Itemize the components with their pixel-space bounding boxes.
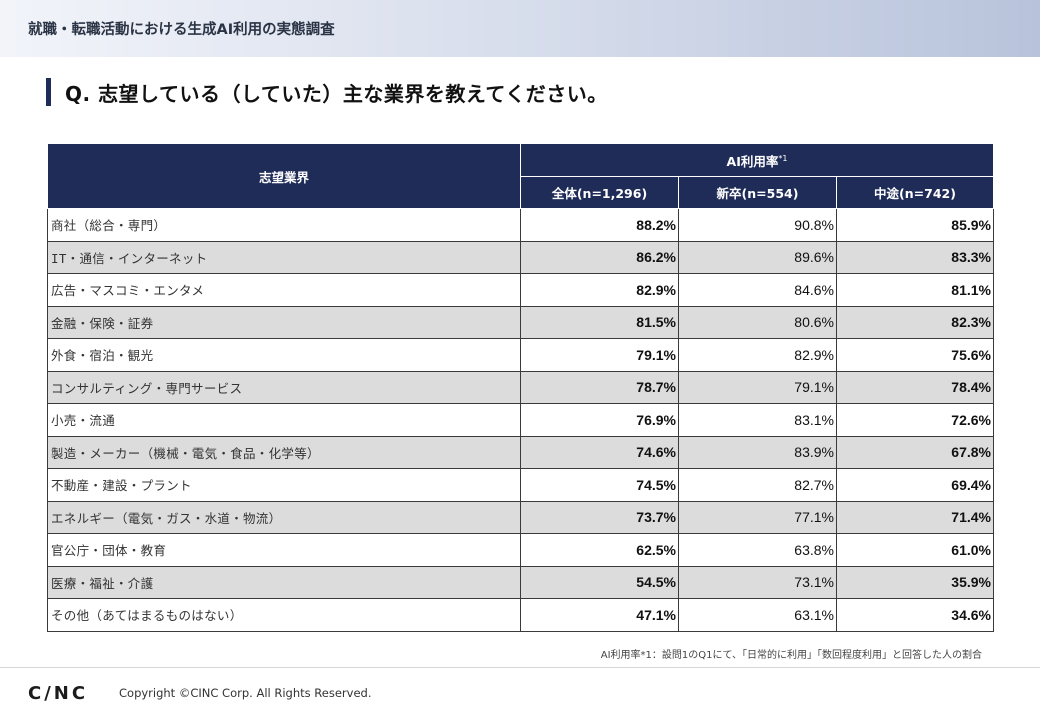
footer-divider — [0, 667, 1040, 668]
row-mid-career-value: 82.3% — [836, 305, 994, 339]
table-row: 金融・保険・証券 81.5% 80.6% 82.3% — [47, 305, 994, 339]
row-industry-label: 官公庁・団体・教育 — [47, 533, 521, 567]
row-total-value: 74.5% — [520, 468, 679, 502]
row-industry-label: その他（あてはまるものはない） — [47, 598, 521, 632]
row-new-grad-value: 89.6% — [678, 240, 837, 274]
row-total-value: 76.9% — [520, 403, 679, 437]
question-heading: Q. 志望している（していた）主な業界を教えてください。 — [46, 78, 608, 106]
table-row: IT・通信・インターネット 86.2% 89.6% 83.3% — [47, 240, 994, 274]
row-total-value: 81.5% — [520, 305, 679, 339]
row-mid-career-value: 69.4% — [836, 468, 994, 502]
row-new-grad-value: 82.7% — [678, 468, 837, 502]
row-industry-label: 不動産・建設・プラント — [47, 468, 521, 502]
row-industry-label: 商社（総合・専門） — [47, 208, 521, 242]
row-mid-career-value: 75.6% — [836, 338, 994, 372]
row-mid-career-value: 71.4% — [836, 500, 994, 534]
header-mid-career: 中途(n=742) — [836, 176, 994, 209]
question-text: Q. 志望している（していた）主な業界を教えてください。 — [65, 81, 608, 106]
table-subheader-row: 全体(n=1,296) 新卒(n=554) 中途(n=742) — [48, 176, 994, 209]
table-header-row: 志望業界 AI利用率*1 — [47, 143, 994, 209]
table-row: エネルギー（電気・ガス・水道・物流） 73.7% 77.1% 71.4% — [47, 500, 994, 534]
row-new-grad-value: 73.1% — [678, 565, 837, 599]
row-total-value: 86.2% — [520, 240, 679, 274]
row-mid-career-value: 78.4% — [836, 370, 994, 404]
row-total-value: 82.9% — [520, 273, 679, 307]
row-industry-label: エネルギー（電気・ガス・水道・物流） — [47, 500, 521, 534]
header-total: 全体(n=1,296) — [520, 176, 679, 209]
header-new-grad: 新卒(n=554) — [678, 176, 837, 209]
row-total-value: 79.1% — [520, 338, 679, 372]
results-table: 志望業界 AI利用率*1 全体(n=1,296) 新卒(n=554) 中途(n=… — [47, 143, 994, 632]
copyright-text: Copyright ©CINC Corp. All Rights Reserve… — [119, 686, 372, 700]
row-industry-label: 外食・宿泊・観光 — [47, 338, 521, 372]
row-industry-label: 金融・保険・証券 — [47, 305, 521, 339]
row-total-value: 54.5% — [520, 565, 679, 599]
footnote: AI利用率*1：設問1のQ1にて、「日常的に利用」「数回程度利用」と回答した人の… — [600, 650, 982, 661]
row-mid-career-value: 83.3% — [836, 240, 994, 274]
row-new-grad-value: 77.1% — [678, 500, 837, 534]
table-row: 広告・マスコミ・エンタメ 82.9% 84.6% 81.1% — [47, 273, 994, 307]
company-logo: C/NC — [28, 683, 89, 704]
row-total-value: 47.1% — [520, 598, 679, 632]
row-total-value: 88.2% — [520, 208, 679, 242]
table-row: 商社（総合・専門） 88.2% 90.8% 85.9% — [47, 208, 994, 242]
footnote-mark: *1 — [778, 153, 788, 163]
table-row: 小売・流通 76.9% 83.1% 72.6% — [47, 403, 994, 437]
header-industry: 志望業界 — [47, 143, 521, 209]
row-new-grad-value: 63.8% — [678, 533, 837, 567]
row-industry-label: 小売・流通 — [47, 403, 521, 437]
row-new-grad-value: 90.8% — [678, 208, 837, 242]
table-row: その他（あてはまるものはない） 47.1% 63.1% 34.6% — [47, 598, 994, 632]
row-total-value: 73.7% — [520, 500, 679, 534]
row-mid-career-value: 72.6% — [836, 403, 994, 437]
row-new-grad-value: 79.1% — [678, 370, 837, 404]
table-row: 医療・福祉・介護 54.5% 73.1% 35.9% — [47, 565, 994, 599]
row-mid-career-value: 35.9% — [836, 565, 994, 599]
table-row: 官公庁・団体・教育 62.5% 63.8% 61.0% — [47, 533, 994, 567]
header-ai-usage-label: AI利用率 — [726, 153, 779, 169]
row-industry-label: 広告・マスコミ・エンタメ — [47, 273, 521, 307]
row-industry-label: 医療・福祉・介護 — [47, 565, 521, 599]
table-row: 不動産・建設・プラント 74.5% 82.7% 69.4% — [47, 468, 994, 502]
row-new-grad-value: 80.6% — [678, 305, 837, 339]
row-mid-career-value: 81.1% — [836, 273, 994, 307]
row-industry-label: 製造・メーカー（機械・電気・食品・化学等） — [47, 435, 521, 469]
header-banner: 就職・転職活動における生成AI利用の実態調査 — [0, 0, 1040, 57]
row-total-value: 74.6% — [520, 435, 679, 469]
row-industry-label: コンサルティング・専門サービス — [47, 370, 521, 404]
row-mid-career-value: 67.8% — [836, 435, 994, 469]
row-new-grad-value: 84.6% — [678, 273, 837, 307]
row-new-grad-value: 83.1% — [678, 403, 837, 437]
table-body: 商社（総合・専門） 88.2% 90.8% 85.9% IT・通信・インターネット 86.… — [47, 208, 994, 632]
table-row: 製造・メーカー（機械・電気・食品・化学等） 74.6% 83.9% 67.8% — [47, 435, 994, 469]
row-new-grad-value: 63.1% — [678, 598, 837, 632]
row-new-grad-value: 83.9% — [678, 435, 837, 469]
row-mid-career-value: 61.0% — [836, 533, 994, 567]
row-total-value: 78.7% — [520, 370, 679, 404]
row-mid-career-value: 34.6% — [836, 598, 994, 632]
table-row: 外食・宿泊・観光 79.1% 82.9% 75.6% — [47, 338, 994, 372]
question-accent-bar — [46, 78, 51, 106]
row-mid-career-value: 85.9% — [836, 208, 994, 242]
row-new-grad-value: 82.9% — [678, 338, 837, 372]
table-row: コンサルティング・専門サービス 78.7% 79.1% 78.4% — [47, 370, 994, 404]
report-title: 就職・転職活動における生成AI利用の実態調査 — [28, 22, 335, 38]
header-ai-usage: AI利用率*1 — [520, 143, 994, 177]
row-total-value: 62.5% — [520, 533, 679, 567]
row-industry-label: IT・通信・インターネット — [47, 240, 521, 274]
